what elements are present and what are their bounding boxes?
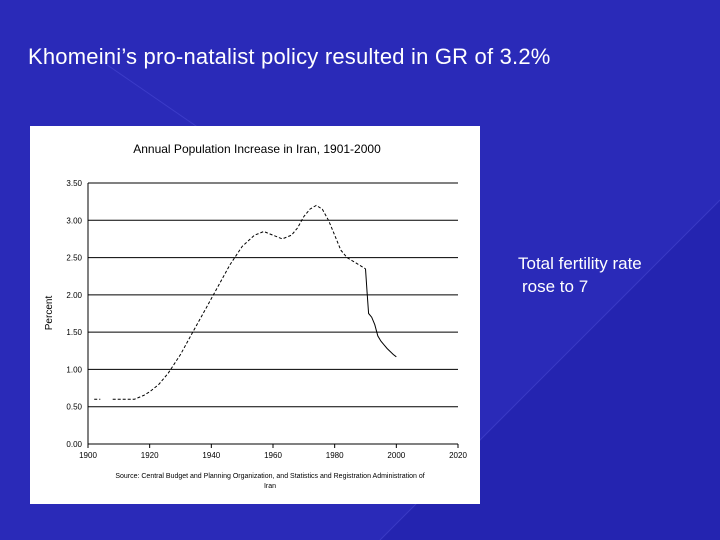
chart-title: Annual Population Increase in Iran, 1901… [133, 142, 381, 156]
x-tick-label: 2020 [449, 451, 467, 460]
series-line [365, 268, 397, 358]
population-chart: Annual Population Increase in Iran, 1901… [44, 142, 467, 490]
fertility-note-line2: rose to 7 [522, 277, 589, 296]
y-tick-label: 2.50 [66, 254, 82, 263]
y-tick-label: 1.50 [66, 328, 82, 337]
chart-panel: Annual Population Increase in Iran, 1901… [30, 126, 480, 504]
y-tick-label: 3.50 [66, 179, 82, 188]
x-tick-label: 1980 [326, 451, 344, 460]
y-tick-label: 0.50 [66, 403, 82, 412]
series-line [112, 204, 366, 400]
fertility-note-line1: Total fertility rate [518, 254, 642, 273]
slide-title: Khomeini’s pro-natalist policy resulted … [28, 44, 551, 69]
x-tick-label: 1960 [264, 451, 282, 460]
x-tick-label: 1920 [141, 451, 159, 460]
y-tick-label: 2.00 [66, 291, 82, 300]
y-axis-label: Percent [44, 296, 55, 331]
y-tick-label: 1.00 [66, 365, 82, 374]
y-tick-label: 3.00 [66, 216, 82, 225]
x-tick-label: 1940 [202, 451, 220, 460]
source-note-line1: Source: Central Budget and Planning Orga… [115, 473, 424, 480]
fertility-note: Total fertility rate rose to 7 [518, 252, 708, 298]
y-tick-label: 0.00 [66, 440, 82, 449]
x-tick-label: 2000 [387, 451, 405, 460]
x-tick-label: 1900 [79, 451, 97, 460]
source-note-line2: Iran [264, 483, 276, 490]
